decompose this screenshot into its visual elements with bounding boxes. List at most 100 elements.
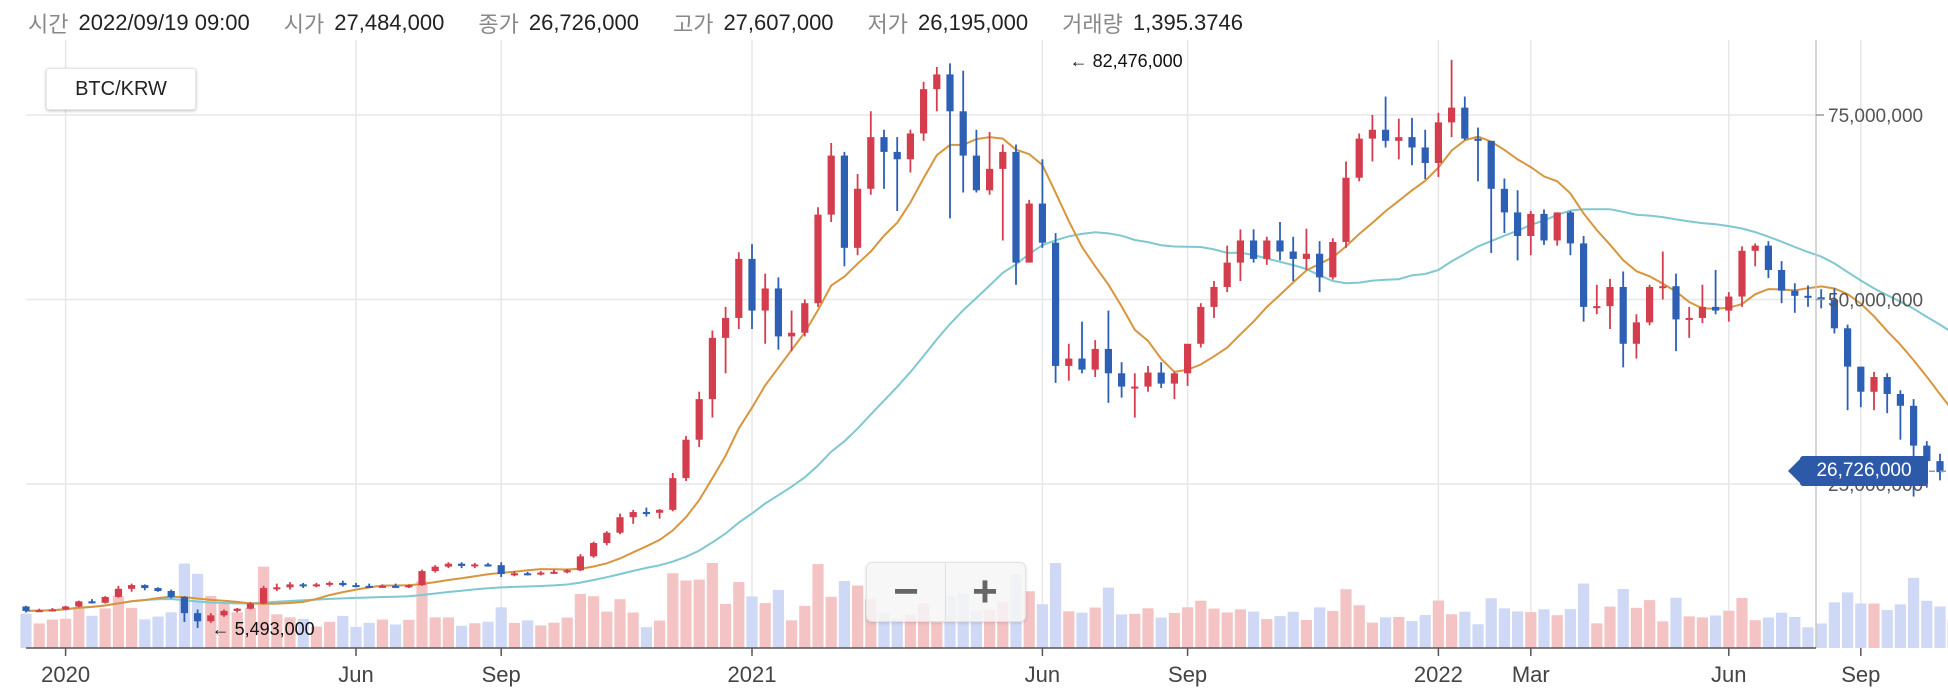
candle xyxy=(1184,343,1192,386)
volume-bar xyxy=(786,620,798,648)
candle-body xyxy=(1764,245,1772,270)
volume-bar xyxy=(1604,606,1616,648)
close-value: 26,726,000 xyxy=(528,10,639,35)
candle-body xyxy=(1844,328,1852,367)
volume-bar xyxy=(1815,623,1827,648)
candle xyxy=(220,609,228,617)
candle-body xyxy=(682,439,690,479)
x-tick-label: Sep xyxy=(1841,662,1880,687)
candle xyxy=(1540,209,1548,245)
candle xyxy=(1659,251,1667,300)
candle-body xyxy=(880,137,888,152)
candle-body xyxy=(1738,250,1746,297)
volume-bar xyxy=(720,603,732,648)
candle xyxy=(260,585,268,605)
long-moving-average-line xyxy=(25,208,1948,612)
volume-bar xyxy=(640,627,652,648)
candle xyxy=(1236,229,1244,282)
candle-body xyxy=(1619,286,1627,344)
candle xyxy=(1487,140,1495,254)
volume-bar xyxy=(284,617,296,648)
candle-body xyxy=(299,584,307,587)
candle xyxy=(128,583,136,592)
volume-bar xyxy=(1828,602,1840,648)
volume-bar xyxy=(799,605,811,648)
zoom-out-button[interactable]: − xyxy=(893,567,919,616)
volume-bar xyxy=(812,564,824,648)
candle xyxy=(1052,233,1060,383)
x-tick-label: 2020 xyxy=(41,662,90,687)
candle xyxy=(246,602,254,610)
candle-body xyxy=(550,571,558,574)
candle xyxy=(748,244,756,330)
candle-body xyxy=(972,155,980,191)
candle-body xyxy=(1580,243,1588,307)
candle-body xyxy=(484,564,492,567)
low-value: 26,195,000 xyxy=(918,10,1029,35)
x-tick-label: 2021 xyxy=(728,662,777,687)
zoom-in-button[interactable]: + xyxy=(945,563,1024,621)
candle xyxy=(365,583,373,589)
candle xyxy=(405,584,413,589)
volume-bar xyxy=(60,618,72,648)
candle-body xyxy=(1527,213,1535,237)
candle-body xyxy=(788,332,796,337)
candle xyxy=(326,581,334,587)
candle-body xyxy=(1646,286,1654,323)
candle xyxy=(827,143,835,223)
candle-body xyxy=(312,584,320,587)
volume-bar xyxy=(1908,577,1920,648)
candle xyxy=(576,554,584,572)
candle-body xyxy=(629,512,637,518)
candle-body xyxy=(1461,107,1469,139)
volume-bar xyxy=(1168,612,1180,648)
volume-bar xyxy=(403,619,415,648)
candle-body xyxy=(801,303,809,333)
candle xyxy=(1791,283,1799,313)
volume-bar xyxy=(878,612,890,648)
candle xyxy=(1883,373,1891,414)
candle xyxy=(1580,236,1588,322)
candle xyxy=(1712,269,1720,315)
volume-bar xyxy=(1802,627,1814,648)
candle-body xyxy=(260,588,268,604)
low-label: 저가 xyxy=(867,12,909,37)
candle-body xyxy=(1883,376,1891,394)
candle xyxy=(1012,144,1020,285)
candle-body xyxy=(326,582,334,585)
volume-bar xyxy=(1340,589,1352,648)
candle xyxy=(1857,366,1865,408)
volume-bar xyxy=(1406,621,1418,648)
volume-bar xyxy=(1261,619,1273,648)
candle-body xyxy=(1355,138,1363,178)
candle-body xyxy=(1012,151,1020,263)
candle xyxy=(656,509,664,519)
candle xyxy=(1197,303,1205,348)
candle xyxy=(642,507,650,517)
volume-bar xyxy=(1314,607,1326,648)
volume-bar xyxy=(1076,612,1088,648)
candle xyxy=(1830,288,1838,334)
candle xyxy=(735,252,743,330)
volume-bar xyxy=(1881,609,1893,648)
x-tick-label: Sep xyxy=(1168,662,1207,687)
volume-bar xyxy=(1591,623,1603,648)
candle xyxy=(1725,292,1733,322)
volume-bar xyxy=(508,622,520,648)
volume-bar xyxy=(112,596,124,648)
candle-body xyxy=(431,566,439,572)
volume-bar xyxy=(1723,610,1735,648)
volume-bar xyxy=(1894,604,1906,648)
volume-bar xyxy=(1630,607,1642,648)
candle-body xyxy=(1170,373,1178,384)
candle-body xyxy=(207,615,215,622)
pair-selector[interactable]: BTC/KRW xyxy=(46,68,196,110)
volume-bar xyxy=(1446,614,1458,648)
candle xyxy=(590,541,598,558)
volume-bar xyxy=(1142,608,1154,648)
candle-body xyxy=(946,74,954,112)
candle-body xyxy=(616,517,624,533)
candle-body xyxy=(524,573,532,576)
candle-body xyxy=(537,572,545,575)
